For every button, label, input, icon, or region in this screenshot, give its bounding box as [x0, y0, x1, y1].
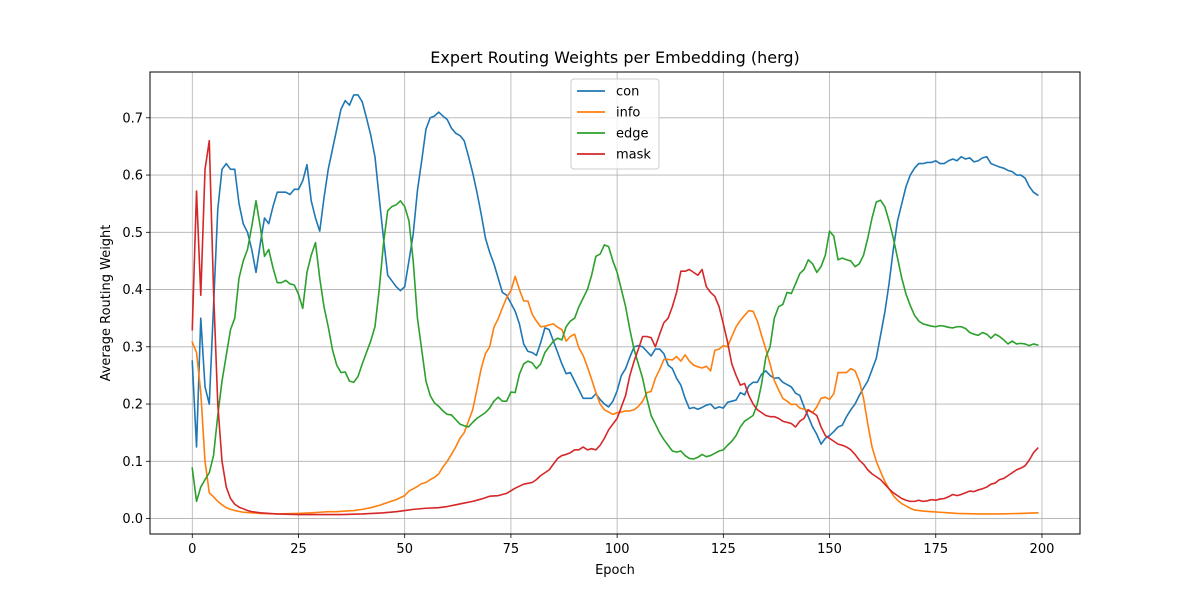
x-tick-label: 200	[1030, 542, 1055, 557]
y-tick-label: 0.5	[122, 226, 143, 241]
x-tick-label: 100	[605, 542, 630, 557]
y-tick-label: 0.2	[122, 398, 143, 413]
grid-lines	[150, 72, 1080, 534]
series-line-edge	[191, 199, 1039, 503]
x-tick-label: 75	[503, 542, 520, 557]
chart-title: Expert Routing Weights per Embedding (he…	[430, 48, 800, 67]
x-tick-label: 150	[817, 542, 842, 557]
series-lines	[191, 94, 1039, 516]
x-axis-ticks: 0 25 50 75 100 125 150 175 200	[188, 534, 1054, 557]
series-line-con	[191, 94, 1039, 448]
y-tick-label: 0.0	[122, 512, 143, 527]
legend-label-mask: mask	[616, 148, 651, 163]
series-line-info	[191, 275, 1039, 515]
legend-label-con: con	[616, 85, 639, 100]
series-line-mask	[191, 139, 1039, 516]
x-tick-label: 175	[923, 542, 948, 557]
y-tick-label: 0.4	[122, 283, 143, 298]
y-tick-label: 0.7	[122, 111, 143, 126]
y-tick-label: 0.3	[122, 340, 143, 355]
x-tick-label: 50	[396, 542, 413, 557]
y-tick-label: 0.6	[122, 169, 143, 184]
x-tick-label: 0	[188, 542, 196, 557]
plot-frame	[149, 71, 1081, 535]
legend-label-edge: edge	[616, 127, 649, 142]
legend: con info edge mask	[570, 78, 660, 170]
x-tick-label: 125	[711, 542, 736, 557]
x-tick-label: 25	[290, 542, 307, 557]
legend-box	[570, 78, 660, 170]
x-axis-label: Epoch	[595, 563, 635, 578]
y-axis-label: Average Routing Weight	[99, 225, 114, 382]
y-axis-ticks: 0.0 0.1 0.2 0.3 0.4 0.5 0.6 0.7	[122, 111, 150, 527]
legend-label-info: info	[616, 106, 640, 121]
y-tick-label: 0.1	[122, 455, 143, 470]
